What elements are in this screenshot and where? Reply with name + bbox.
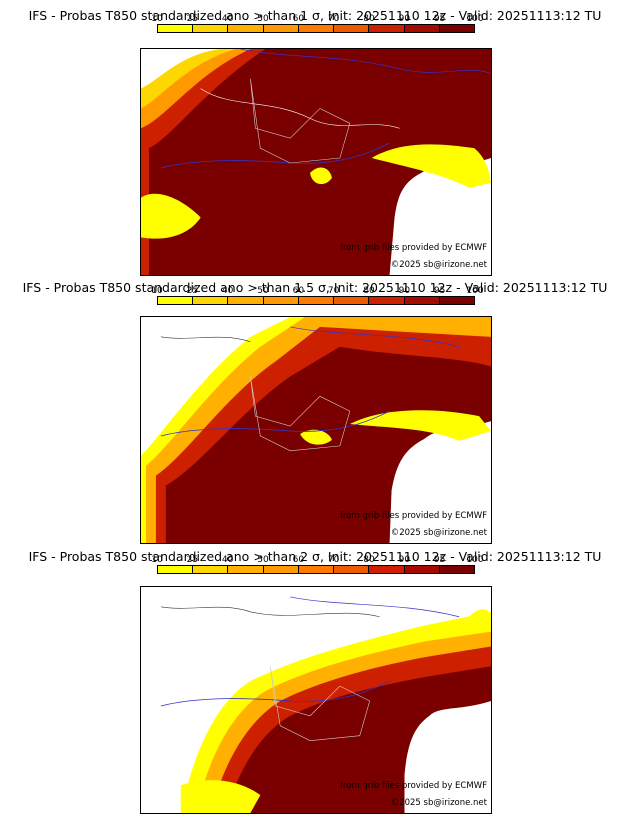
colorbar-segment: [404, 566, 440, 573]
colorbar-tick-label: 25: [186, 14, 199, 24]
probability-map: from grib files provided by ECMWF ©2025 …: [140, 316, 492, 544]
colorbar-tick-label: 70: [327, 14, 340, 24]
map-title: IFS - Probas T850 standardized ano > tha…: [22, 280, 608, 295]
map-graphic: [141, 317, 491, 543]
colorbar-tick-label: 25: [186, 286, 199, 296]
colorbar-tick-label: 80: [363, 286, 375, 296]
colorbar-segment: [404, 297, 440, 304]
colorbar-tick-label: 40: [221, 14, 234, 24]
colorbar-segment: [263, 297, 299, 304]
colorbar-segment: [334, 297, 370, 304]
colorbar: [157, 296, 475, 305]
colorbar-segment: [263, 25, 299, 32]
colorbar-tick-label: 50: [257, 14, 269, 24]
panel-1: IFS - Probas T850 standardized ano > tha…: [0, 0, 630, 276]
colorbar-tick-label: 60: [292, 555, 305, 565]
colorbar-tick-label: 10: [151, 14, 163, 24]
colorbar-tick-label: 95: [433, 286, 446, 296]
colorbar: [157, 24, 475, 33]
colorbar-tick-label: 90: [398, 14, 411, 24]
colorbar-segment: [334, 566, 370, 573]
credit-copyright: ©2025 sb@irizone.net: [390, 528, 487, 538]
colorbar-tick-label: 40: [221, 555, 234, 565]
credit-source: from grib files provided by ECMWF: [340, 243, 487, 253]
colorbar-tick-label: 90: [398, 555, 411, 565]
colorbar-segment: [439, 566, 474, 573]
colorbar-segment: [404, 25, 440, 32]
colorbar-segment: [193, 297, 229, 304]
credit-copyright: ©2025 sb@irizone.net: [390, 798, 487, 808]
colorbar-tick-label: 10: [151, 555, 163, 565]
colorbar-tick-label: 60: [292, 14, 305, 24]
colorbar-tick-label: 100: [466, 286, 484, 296]
colorbar-tick-label: 80: [363, 14, 375, 24]
colorbar-segment: [158, 25, 194, 32]
colorbar-segment: [263, 566, 299, 573]
colorbar-tick-label: 25: [186, 555, 199, 565]
colorbar-labels: 10 25 40 50 60 70 80 90 95 100: [140, 555, 492, 565]
colorbar-segment: [369, 566, 405, 573]
colorbar-segment: [158, 566, 194, 573]
colorbar-tick-label: 80: [363, 555, 375, 565]
colorbar-segment: [439, 25, 474, 32]
map-title: IFS - Probas T850 standardized ano > tha…: [28, 549, 602, 564]
colorbar-segment: [158, 297, 194, 304]
colorbar-segment: [298, 566, 335, 573]
panel-2: IFS - Probas T850 standardized ano > tha…: [0, 272, 630, 548]
colorbar-tick-label: 10: [151, 286, 163, 296]
colorbar-labels: 10 25 40 50 60 70 80 90 95 100: [140, 286, 492, 296]
probability-map: from grib files provided by ECMWF ©2025 …: [140, 48, 492, 276]
colorbar-tick-label: 50: [257, 555, 269, 565]
colorbar-segment: [193, 566, 229, 573]
colorbar-segment: [369, 25, 405, 32]
credit-source: from grib files provided by ECMWF: [340, 511, 487, 521]
colorbar-segment: [228, 297, 264, 304]
colorbar-segment: [298, 25, 335, 32]
colorbar-labels: 10 25 40 50 60 70 80 90 95 100: [140, 14, 492, 24]
colorbar-tick-label: 70: [327, 555, 340, 565]
colorbar-tick-label: 95: [433, 555, 446, 565]
colorbar-tick-label: 95: [433, 14, 446, 24]
colorbar-segment: [228, 566, 264, 573]
colorbar: [157, 565, 475, 574]
colorbar-tick-label: 60: [292, 286, 305, 296]
map-graphic: [141, 49, 491, 275]
colorbar-segment: [334, 25, 370, 32]
map-title: IFS - Probas T850 standardized ano > tha…: [28, 8, 602, 23]
credit-copyright: ©2025 sb@irizone.net: [390, 260, 487, 270]
colorbar-segment: [228, 25, 264, 32]
colorbar-tick-label: 90: [398, 286, 411, 296]
probability-map: from grib files provided by ECMWF ©2025 …: [140, 586, 492, 814]
panel-3: IFS - Probas T850 standardized ano > tha…: [0, 541, 630, 817]
map-graphic: [141, 587, 491, 813]
colorbar-tick-label: 70: [327, 286, 340, 296]
colorbar-segment: [369, 297, 405, 304]
colorbar-tick-label: 100: [466, 555, 484, 565]
colorbar-tick-label: 100: [466, 14, 484, 24]
colorbar-segment: [298, 297, 335, 304]
colorbar-tick-label: 40: [221, 286, 234, 296]
colorbar-segment: [439, 297, 474, 304]
credit-source: from grib files provided by ECMWF: [340, 781, 487, 791]
colorbar-segment: [193, 25, 229, 32]
colorbar-tick-label: 50: [257, 286, 269, 296]
